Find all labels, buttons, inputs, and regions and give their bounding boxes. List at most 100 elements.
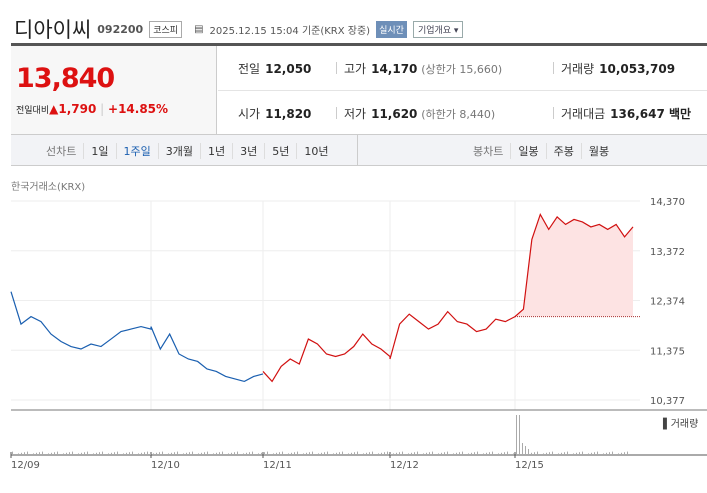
volume-bar [231, 452, 232, 455]
volume-bar [72, 451, 73, 455]
volume-bar [414, 452, 415, 455]
volume-bar [615, 454, 616, 455]
volume-bar [495, 454, 496, 455]
volume-bar [405, 454, 406, 455]
y-tick-label: 13,372 [650, 247, 685, 258]
volume-bar [87, 451, 88, 455]
volume-bar [567, 451, 568, 455]
volume-bar [468, 453, 469, 455]
volume-bar [390, 454, 391, 455]
volume-bar [213, 453, 214, 455]
volume-bar [270, 454, 271, 455]
volume-bar [42, 451, 43, 455]
tab-10y[interactable]: 10년 [296, 143, 335, 159]
volume-bar [381, 452, 382, 455]
volume-bar [549, 452, 550, 455]
volume-bar [597, 451, 598, 455]
current-price: 13,840 [16, 63, 115, 94]
calendar-icon: ▤ [194, 23, 204, 35]
tab-weekly[interactable]: 주봉 [545, 143, 581, 159]
volume-bar [444, 452, 445, 455]
volume-bar [108, 453, 109, 455]
stat-open: 시가 11,820 [238, 107, 312, 121]
tab-3y[interactable]: 3년 [232, 143, 264, 159]
volume-bar [426, 452, 427, 455]
volume-bar [372, 451, 373, 455]
line-chart-label: 선차트 [46, 145, 77, 158]
volume-bar [441, 452, 442, 455]
tab-1d[interactable]: 1일 [83, 143, 115, 159]
volume-bar [531, 452, 532, 455]
tab-3m[interactable]: 3개월 [157, 143, 200, 159]
volume-bar [267, 451, 268, 455]
volume-bar [114, 452, 115, 455]
volume-bar [543, 453, 544, 455]
volume-bar [102, 451, 103, 455]
volume-bar [69, 452, 70, 455]
volume-bar [486, 452, 487, 455]
volume-bar [123, 453, 124, 455]
volume-bar [438, 453, 439, 455]
price-chart: 14,370 13,372 12,374 11,375 10,377 12/09 12/10… [10, 197, 707, 471]
volume-bar [480, 454, 481, 455]
volume-bar [321, 452, 322, 455]
volume-bar [534, 452, 535, 455]
tab-monthly[interactable]: 월봉 [580, 143, 616, 159]
volume-bar [525, 446, 526, 455]
volume-bar [522, 443, 523, 455]
volume-bar [333, 453, 334, 455]
volume-bar [612, 451, 613, 455]
volume-bar [630, 454, 631, 455]
volume-bar [513, 453, 514, 455]
tab-1w[interactable]: 1주일 [115, 143, 158, 159]
volume-bar [588, 453, 589, 455]
volume-bar [99, 452, 100, 455]
volume-bar [501, 452, 502, 455]
volume-bar [84, 452, 85, 455]
volume-bar [345, 454, 346, 455]
volume-bar [66, 452, 67, 455]
volume-bar [387, 451, 388, 455]
volume-bar [192, 451, 193, 455]
volume-bar [378, 453, 379, 455]
volume-bar [63, 453, 64, 455]
volume-bar [285, 454, 286, 455]
volume-bar [183, 453, 184, 455]
volume-bar [564, 452, 565, 455]
volume-bar [30, 454, 31, 455]
volume-bar [228, 453, 229, 455]
price-change: 전일대비▲1,790 | +14.85% [16, 102, 169, 116]
volume-bar [210, 454, 211, 455]
volume-bar [327, 451, 328, 455]
volume-bar [399, 452, 400, 455]
volume-bar [528, 449, 529, 455]
volume-bar [249, 452, 250, 455]
volume-bar [366, 452, 367, 455]
realtime-button[interactable]: 실시간 [376, 20, 407, 38]
volume-bar [303, 453, 304, 455]
volume-bar [240, 454, 241, 455]
volume-bar [33, 453, 34, 455]
divider [11, 43, 707, 46]
volume-bar [603, 453, 604, 455]
volume-bar [297, 451, 298, 455]
tab-daily[interactable]: 일봉 [510, 143, 545, 159]
tab-1y[interactable]: 1년 [200, 143, 232, 159]
volume-bar [546, 452, 547, 455]
volume-bar [570, 454, 571, 455]
tab-5y[interactable]: 5년 [264, 143, 296, 159]
candle-chart-tabs: 봉차트 일봉 주봉 월봉 [466, 143, 616, 159]
volume-bar [462, 451, 463, 455]
volume-bar [435, 454, 436, 455]
volume-bar [78, 453, 79, 455]
volume-bar [54, 452, 55, 455]
volume-bar [555, 454, 556, 455]
volume-bar [375, 454, 376, 455]
up-area-fill [515, 214, 633, 317]
volume-bar [492, 451, 493, 455]
company-info-dropdown[interactable]: 기업개요 ▾ [412, 20, 464, 38]
volume-bar [447, 451, 448, 455]
volume-bar [504, 452, 505, 455]
volume-bar [339, 452, 340, 455]
volume-bar [45, 454, 46, 455]
